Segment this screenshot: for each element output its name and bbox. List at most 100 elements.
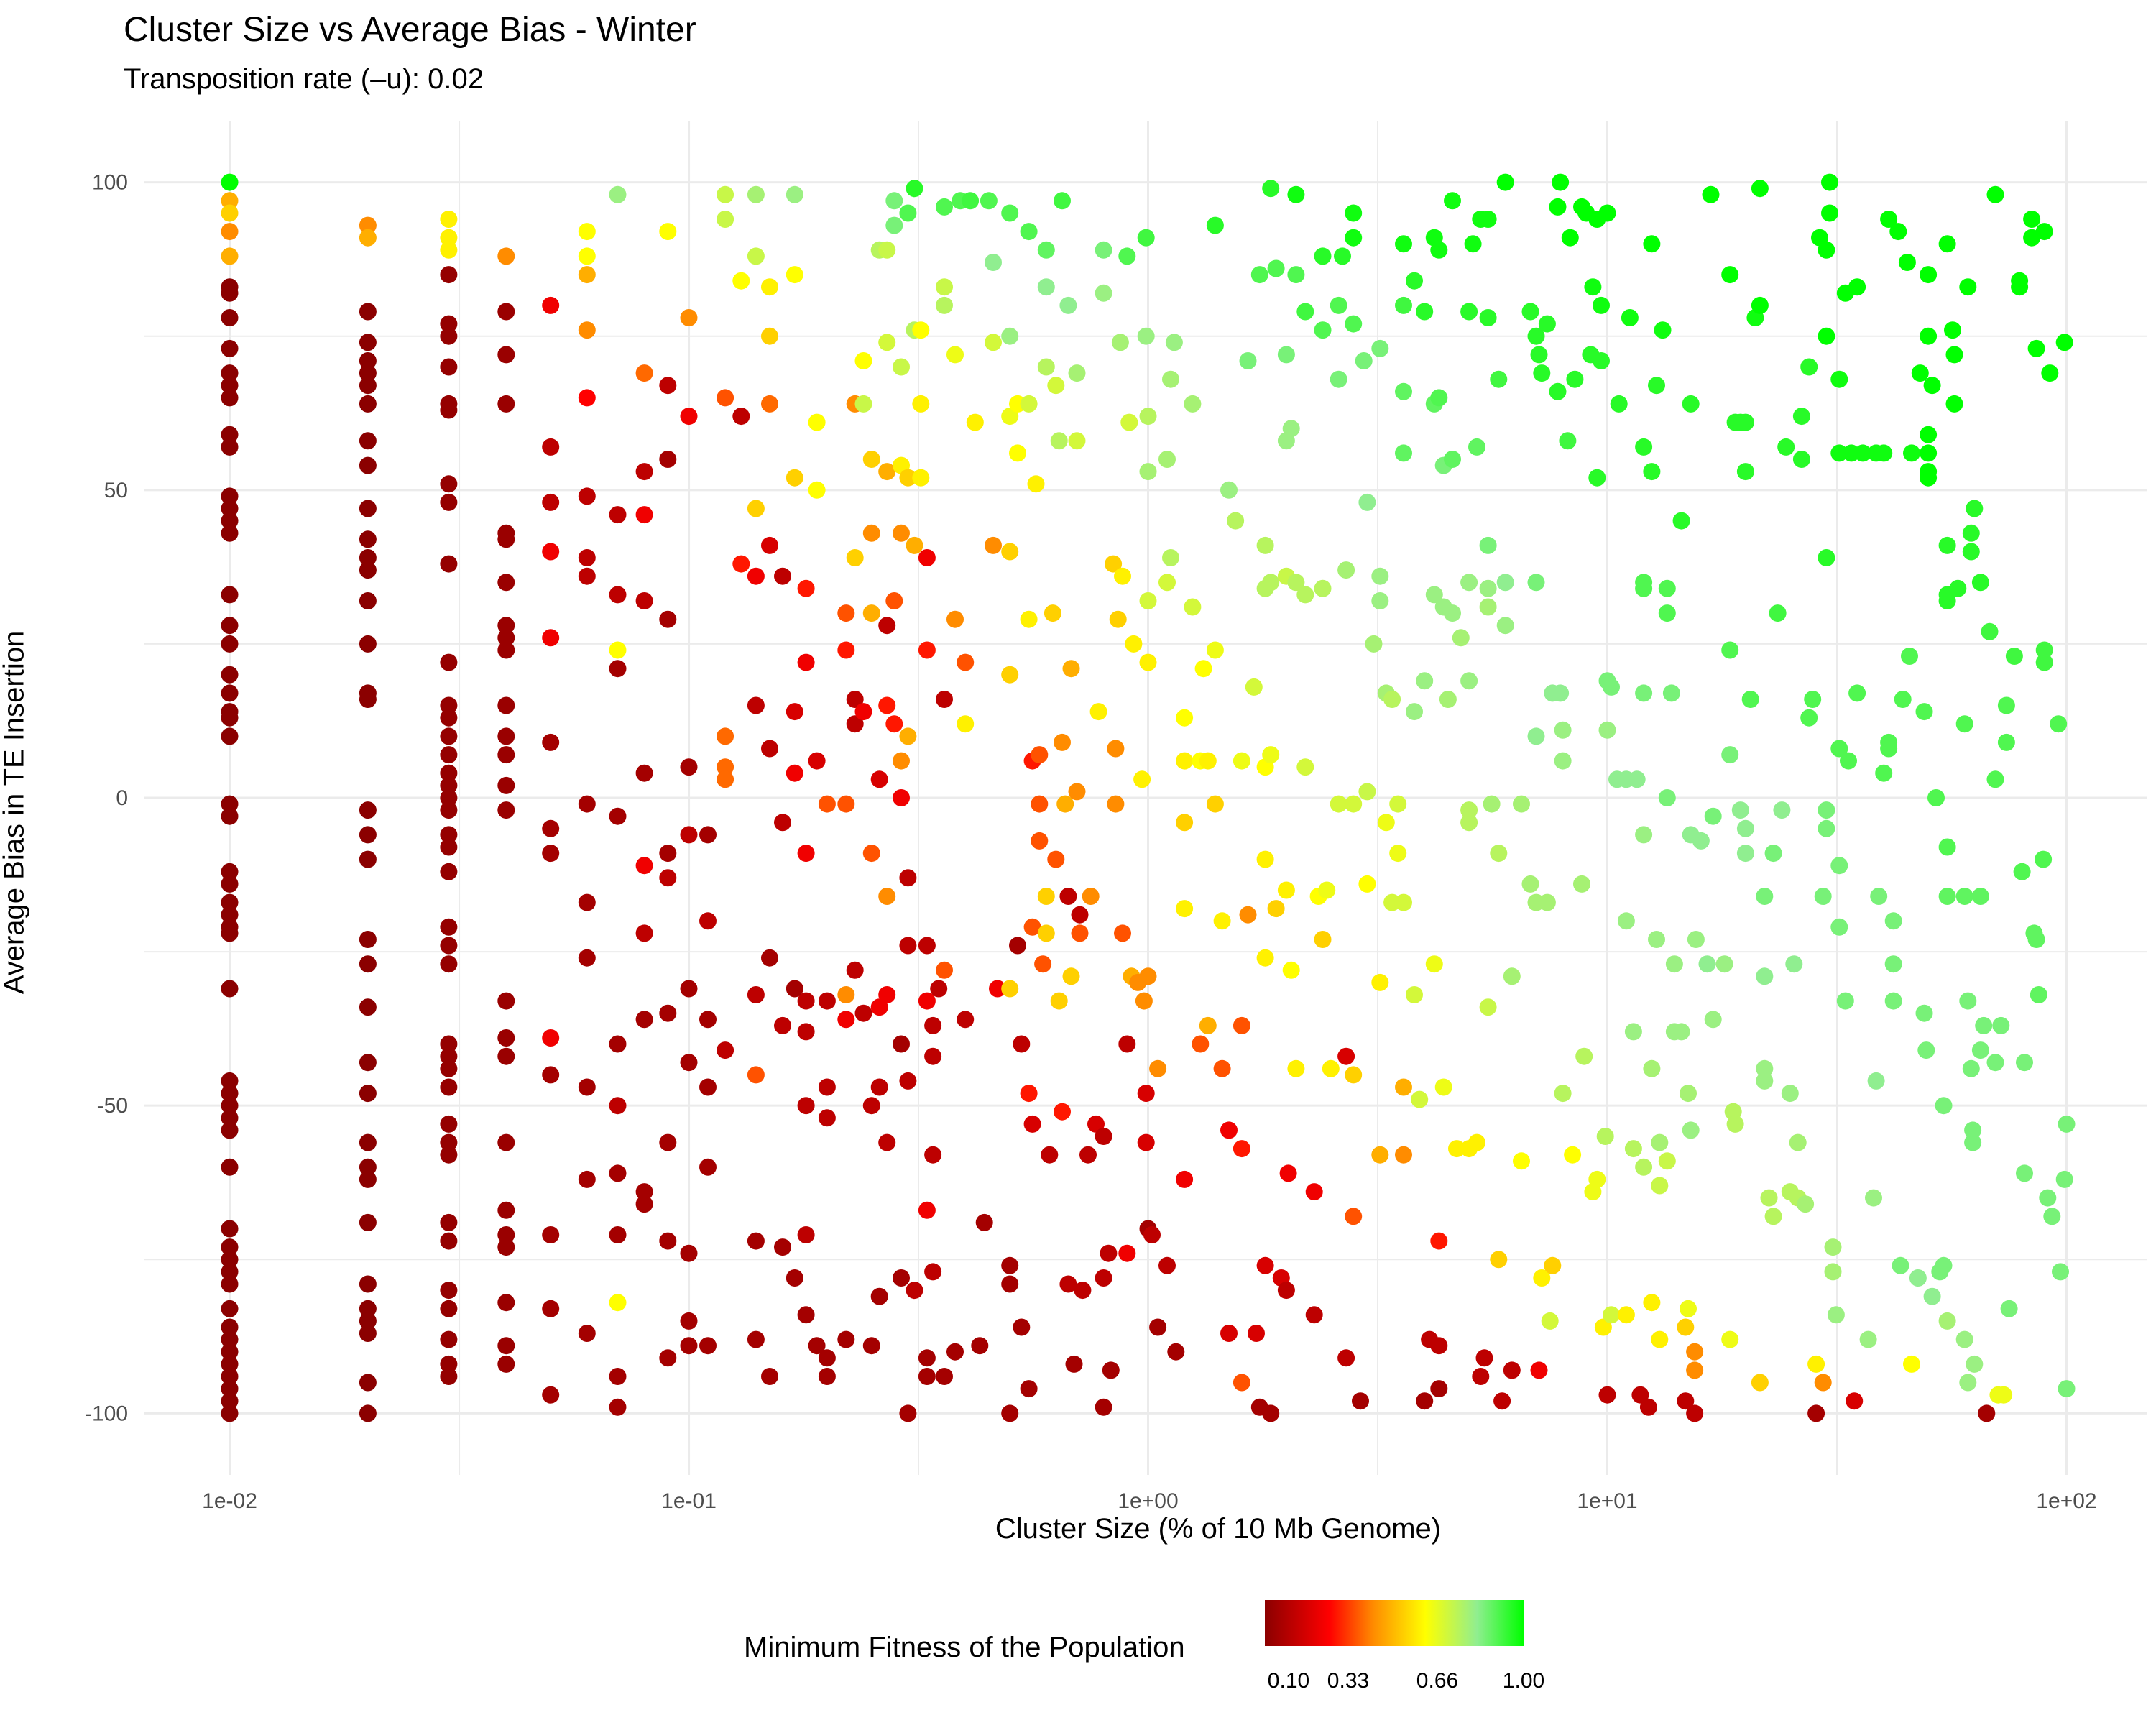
scatter-point [1314,931,1332,948]
x-tick-label: 1e-01 [661,1489,717,1513]
scatter-point [440,746,458,764]
scatter-point [497,629,515,647]
scatter-point [1047,377,1065,395]
scatter-point [1800,709,1818,727]
scatter-point [1031,746,1049,764]
scatter-point [1479,598,1497,616]
scatter-point [818,795,836,813]
scatter-point [578,321,596,339]
scatter-point [221,1238,239,1256]
scatter-point [542,438,560,456]
scatter-point [1468,438,1485,456]
scatter-point [1118,247,1136,265]
scatter-point [1314,321,1332,339]
scatter-point [1894,691,1912,708]
scatter-point [1352,1392,1369,1410]
scatter-point [1635,826,1653,844]
scatter-point [1001,543,1019,561]
scatter-point [1056,795,1074,813]
scatter-point [1721,1330,1739,1348]
scatter-point [1513,795,1530,813]
scatter-point [659,1349,677,1367]
scatter-point [2030,986,2047,1003]
scatter-point [497,395,515,413]
scatter-point [1959,1374,1977,1392]
scatter-point [1158,451,1176,468]
scatter-point [1824,1238,1842,1256]
scatter-point [946,346,964,364]
scatter-point [2016,1164,2033,1182]
scatter-point [440,401,458,419]
scatter-point [1162,549,1179,566]
scatter-point [1059,1275,1077,1293]
scatter-point [1978,1404,1996,1422]
scatter-point [221,1318,239,1336]
scatter-point [699,1011,717,1029]
scatter-point [1430,241,1448,259]
scatter-point [1764,845,1782,862]
scatter-point [1406,703,1423,721]
scatter-point [221,617,239,635]
scatter-point [918,641,936,659]
scatter-point [359,826,377,844]
scatter-point [1318,881,1336,899]
scatter-point [680,1054,698,1072]
scatter-point [2013,862,2031,880]
scatter-point [221,807,239,825]
scatter-point [837,986,855,1003]
scatter-point [1118,1244,1136,1262]
scatter-point [761,327,778,345]
scatter-point [747,1232,765,1250]
scatter-point [578,247,596,265]
scatter-point [1962,524,1980,542]
scatter-point [899,869,917,887]
scatter-point [1176,752,1194,770]
scatter-point [578,949,596,967]
scatter-point [359,931,377,948]
scatter-point [440,801,458,819]
scatter-point [1865,1189,1882,1207]
scatter-point [1920,426,1938,443]
scatter-point [837,604,855,622]
scatter-point [440,211,458,228]
scatter-point [1680,1085,1697,1103]
scatter-point [1901,648,1918,665]
scatter-point [1079,1146,1097,1164]
scatter-point [440,789,458,806]
scatter-point [497,247,515,265]
scatter-point [1617,1306,1635,1324]
scatter-point [1995,1386,2013,1404]
scatter-point [761,740,778,758]
scatter-point [1955,1330,1973,1348]
scatter-point [1593,296,1610,314]
scatter-point [1648,931,1665,948]
scatter-point [1624,1140,1642,1158]
scatter-point [542,845,560,862]
scatter-point [578,1078,596,1096]
scatter-point [440,727,458,745]
scatter-point [1821,173,1838,191]
scatter-point [1355,352,1373,369]
scatter-point [1682,395,1700,413]
scatter-point [1792,451,1810,468]
scatter-point [1001,1275,1019,1293]
scatter-point [1233,1140,1250,1158]
scatter-point [717,389,734,407]
scatter-point [786,764,803,782]
scatter-point [578,389,596,407]
scatter-point [659,1004,677,1022]
scatter-point [221,924,239,942]
scatter-point [862,845,880,862]
scatter-point [1345,1208,1363,1225]
scatter-point [440,1133,458,1151]
scatter-point [797,579,815,597]
scatter-point [1654,321,1672,339]
scatter-point [1789,1133,1807,1151]
scatter-point [1167,1343,1185,1361]
scatter-point [1986,1054,2004,1072]
scatter-point [1651,1177,1669,1195]
scatter-point [1814,888,1832,905]
scatter-point [918,992,936,1010]
scatter-point [1245,678,1263,696]
scatter-point [924,1263,942,1281]
